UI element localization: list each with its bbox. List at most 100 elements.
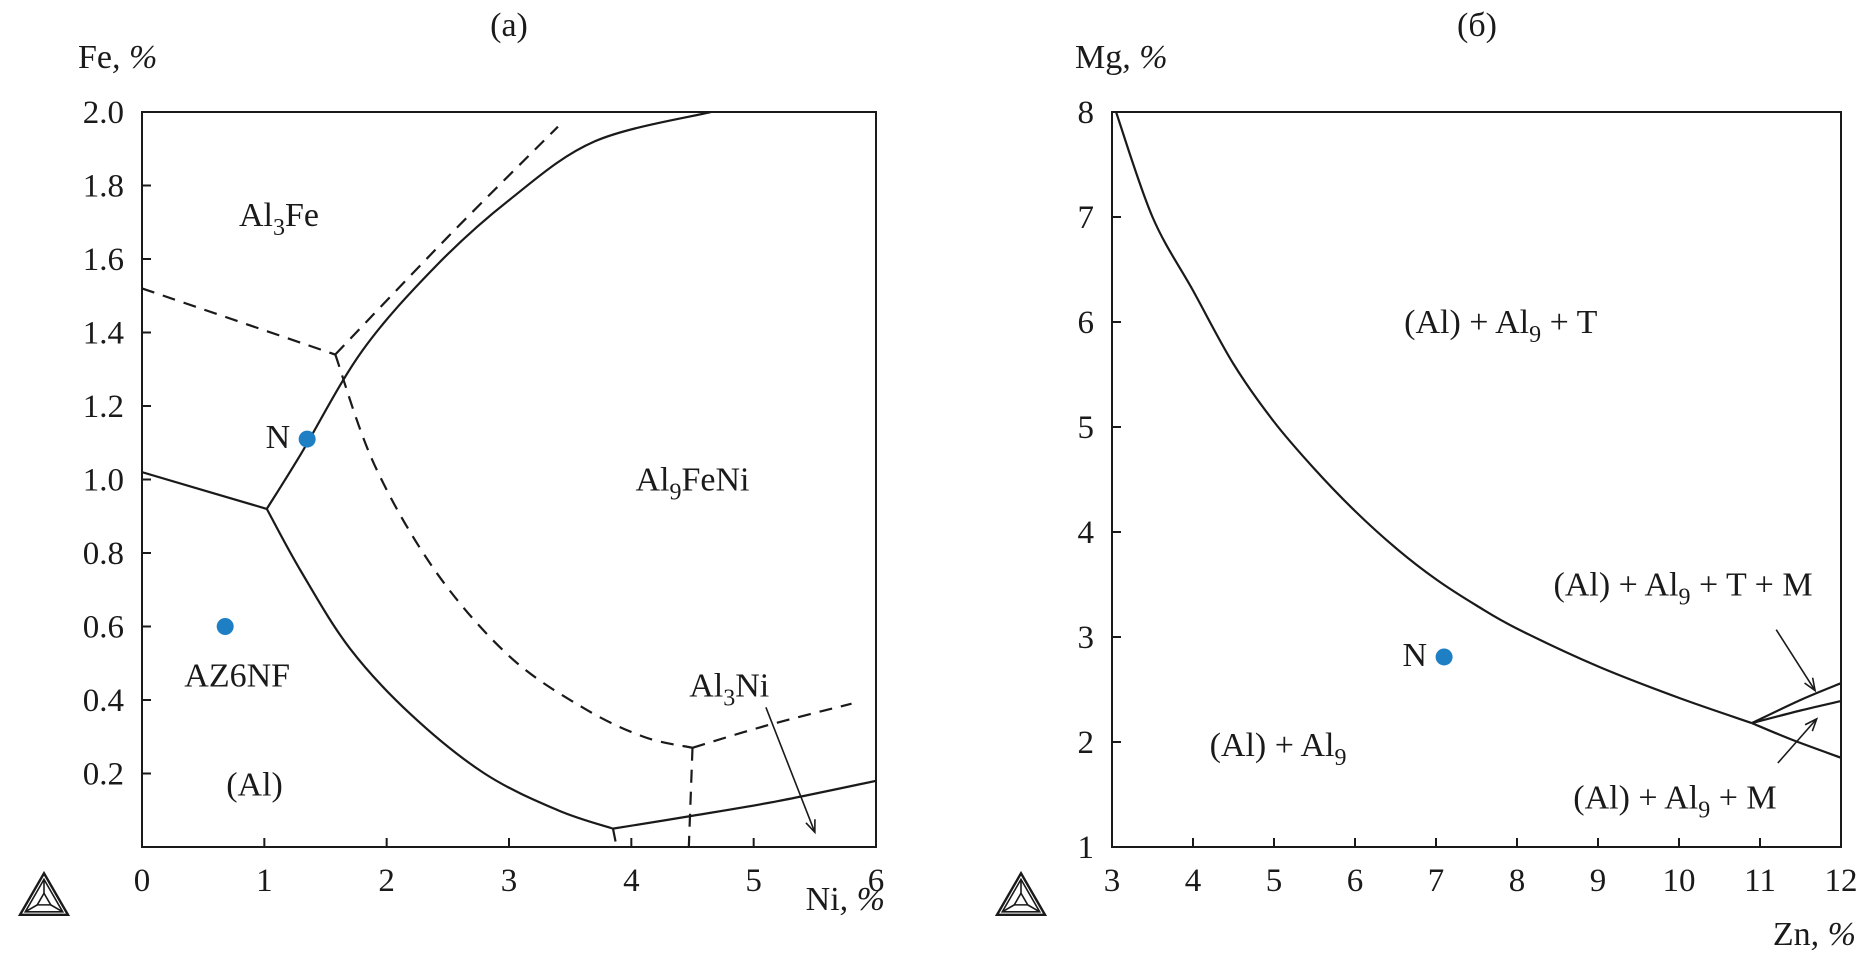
x-tick-label: 6 — [868, 863, 885, 899]
logo-core-triangle — [1012, 891, 1030, 906]
y-tick-label: 2.0 — [83, 95, 124, 131]
region-label-subscript: 3 — [273, 215, 285, 241]
y-tick-label: 6 — [1078, 305, 1095, 341]
region-label-text: (Al) + Al — [1554, 567, 1679, 604]
region-label-text: FeNi — [682, 462, 750, 499]
x-tick-label: 5 — [1266, 863, 1283, 899]
logo-outer-triangle — [994, 870, 1048, 917]
x-tick-label: 2 — [378, 863, 395, 899]
region-label-text: Ni — [735, 667, 769, 704]
region-label-text: + T — [1541, 304, 1598, 341]
logo-spoke — [1027, 904, 1041, 913]
y-tick-label: 4 — [1078, 515, 1095, 551]
x-axis-label: Zn, % — [1773, 916, 1856, 953]
x-tick-label: 10 — [1663, 863, 1696, 899]
y-tick-label: 1.2 — [83, 389, 124, 425]
region-label-subscript: 9 — [1529, 322, 1541, 348]
x-tick-label: 12 — [1825, 863, 1858, 899]
phase-region-label: Al3Fe — [239, 197, 319, 241]
region-label-subscript: 3 — [723, 685, 735, 711]
dashed-boundary-line — [334, 354, 693, 749]
region-label-subscript: 9 — [1698, 798, 1710, 824]
x-tick-label: 5 — [745, 863, 762, 899]
publisher-logo-icon — [17, 870, 71, 917]
y-tick-label: 8 — [1078, 95, 1095, 131]
logo-spoke — [1001, 904, 1015, 913]
logo-outer-triangle — [17, 870, 71, 917]
y-axis-label-element: Fe — [78, 39, 112, 76]
logo-inner-triangle — [23, 877, 65, 913]
dashed-boundary-line — [142, 287, 336, 356]
phase-region-label: (Al) + Al9 + T — [1404, 304, 1598, 348]
solid-boundary-line — [612, 779, 876, 830]
publisher-logo-icon — [994, 870, 1048, 917]
arrow-head-icon — [1804, 717, 1819, 732]
region-label-subscript: 9 — [1335, 745, 1347, 771]
region-label-text: (Al) + Al — [1573, 780, 1698, 817]
y-tick-label: 1.8 — [83, 169, 124, 205]
x-tick-label: 9 — [1590, 863, 1607, 899]
solid-boundary-line — [265, 508, 614, 830]
x-tick-label: 3 — [501, 863, 518, 899]
solid-boundary-line — [265, 112, 712, 510]
y-axis-label: Mg, % — [1075, 39, 1168, 76]
x-tick-label: 1 — [256, 863, 273, 899]
plot-frame — [1111, 111, 1842, 848]
x-tick-label: 11 — [1744, 863, 1776, 899]
region-label-text: + M — [1710, 780, 1776, 817]
y-tick-label: 1.6 — [83, 242, 124, 278]
region-label-subscript: 9 — [1678, 585, 1690, 611]
solid-boundary-line — [1751, 682, 1841, 725]
region-label-text: (Al) — [226, 767, 283, 804]
solid-boundary-line — [1115, 112, 1753, 725]
y-tick-label: 2 — [1078, 725, 1095, 761]
y-tick-label: 0.8 — [83, 536, 124, 572]
region-label-text: Fe — [285, 197, 319, 234]
x-tick-label: 7 — [1428, 863, 1445, 899]
y-axis-label: Fe, % — [78, 39, 157, 76]
y-tick-label: 7 — [1078, 200, 1095, 236]
phase-region-label: Al3Ni — [689, 667, 769, 711]
alloy-point-marker — [1435, 648, 1453, 666]
dashed-boundary-line — [687, 747, 694, 847]
alloy-point-marker — [216, 618, 234, 635]
phase-region-label: (Al) + Al9 + T + M — [1554, 567, 1813, 611]
y-tick-label: 0.4 — [83, 683, 124, 719]
solid-boundary-line — [1751, 722, 1841, 759]
x-tick-label: 4 — [623, 863, 640, 899]
logo-spoke — [50, 904, 64, 913]
region-label-text: Al — [636, 462, 670, 499]
y-tick-label: 1 — [1078, 830, 1095, 866]
x-axis-label-unit: , % — [1811, 916, 1856, 953]
alloy-point-marker — [298, 430, 316, 448]
panel-title: (б) — [1457, 7, 1497, 44]
y-axis-label-unit: , % — [1122, 39, 1167, 76]
annotation-arrow — [765, 707, 816, 833]
phase-boundaries — [1115, 112, 1841, 759]
x-axis-label-element: Zn — [1773, 916, 1811, 953]
x-tick-label: 4 — [1185, 863, 1202, 899]
x-tick-label: 6 — [1347, 863, 1364, 899]
region-label-text: Al — [239, 197, 273, 234]
dashed-boundary-line — [611, 828, 618, 847]
y-tick-label: 1.4 — [83, 316, 124, 352]
region-label-subscript: 9 — [670, 480, 682, 506]
logo-spoke — [24, 904, 38, 913]
x-tick-label: 0 — [134, 863, 151, 899]
region-label-text: Al — [689, 667, 723, 704]
alloy-point-label: N — [266, 419, 291, 456]
phase-region-label: Al9FeNi — [636, 462, 750, 506]
y-axis-label-element: Mg — [1075, 39, 1122, 76]
x-axis-label: Ni, % — [806, 881, 885, 918]
annotation-arrow — [1777, 718, 1818, 764]
y-tick-label: 1.0 — [83, 463, 124, 499]
region-label-text: (Al) + Al — [1404, 304, 1529, 341]
y-tick-label: 5 — [1078, 410, 1095, 446]
phase-region-label: (Al) + Al9 — [1210, 727, 1347, 771]
x-tick-label: 3 — [1104, 863, 1121, 899]
y-tick-label: 0.2 — [83, 757, 124, 793]
x-tick-label: 8 — [1509, 863, 1526, 899]
logo-core-triangle — [35, 891, 53, 906]
